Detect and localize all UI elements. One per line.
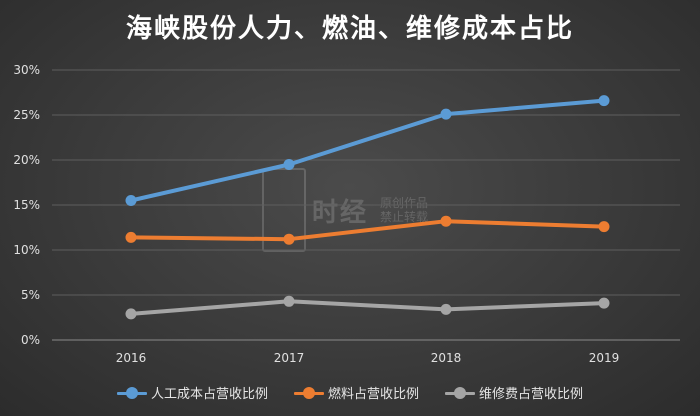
data-point [125,231,137,243]
watermark-note: 原创作品 禁止转载 [380,196,428,224]
y-tick-label: 15% [13,198,40,212]
data-point [598,221,610,233]
chart-title: 海峡股份人力、燃油、维修成本占比 [125,14,574,44]
legend-swatch-icon [116,386,147,399]
watermark-line-1: 原创作品 [380,196,429,210]
y-tick-label: 30% [13,63,40,77]
y-tick-label: 5% [21,288,40,302]
x-tick-label: 2016 [116,351,147,365]
series-line-2 [129,219,606,242]
x-tick-label: 2018 [431,351,462,365]
data-point [440,303,452,315]
data-point [440,108,452,120]
chart-legend: 人工成本占营收比例 燃料占营收比例 维修费占营收比例 [0,383,700,402]
legend-label: 人工成本占营收比例 [150,387,268,402]
legend-item: 燃料占营收比例 [293,383,419,402]
y-tick-label: 0% [21,333,40,347]
data-point [598,297,610,309]
series-line-1 [129,98,606,203]
watermark-logo-text: 时经 [312,197,369,228]
data-point [125,308,137,320]
data-point [125,195,137,206]
data-point [598,95,610,107]
x-tick-label: 2019 [589,351,620,365]
legend-label: 维修费占营收比例 [479,387,584,402]
watermark-logo-icon [262,168,306,252]
data-point [283,233,295,245]
data-point [283,295,295,307]
legend-swatch-icon [293,386,324,399]
watermark-line-2: 禁止转载 [380,210,429,224]
y-tick-label: 20% [13,153,40,167]
legend-item: 维修费占营收比例 [445,383,583,402]
x-tick-label: 2017 [274,351,305,365]
legend-label: 燃料占营收比例 [327,387,419,402]
legend-swatch-icon [445,386,475,399]
legend-item: 人工成本占营收比例 [116,383,268,402]
data-point [283,159,295,170]
y-tick-label: 25% [13,108,40,122]
series-line-3 [129,299,606,316]
data-point [440,215,452,227]
y-tick-label: 10% [13,243,40,257]
watermark: 时经 原创作品 禁止转载 [262,168,428,252]
